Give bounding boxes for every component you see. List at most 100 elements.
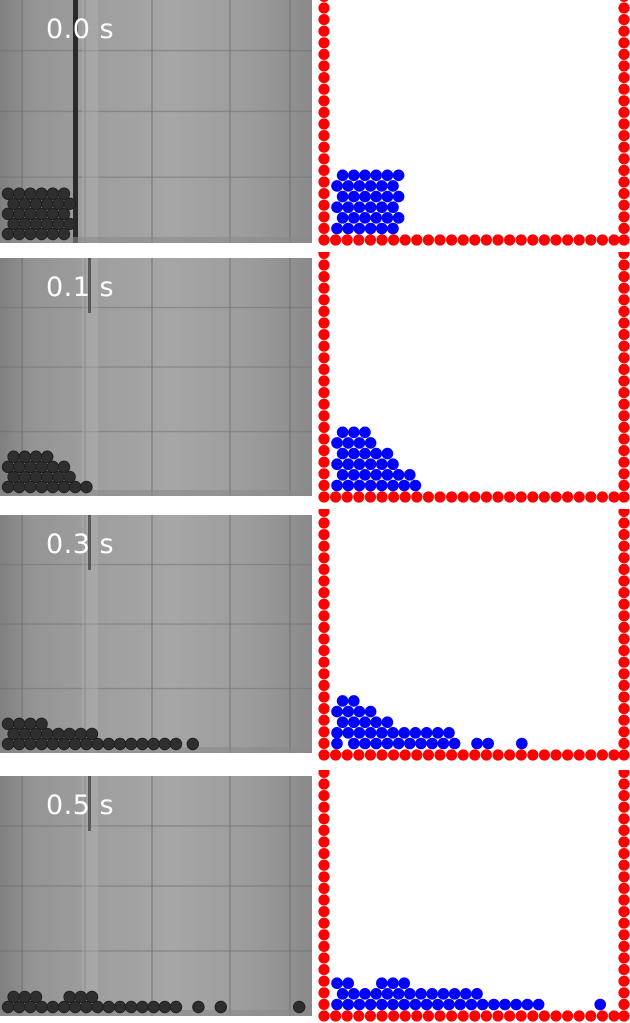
fluid-particle xyxy=(342,437,354,449)
wall-particle xyxy=(411,1010,423,1022)
wall-particle xyxy=(608,234,620,246)
wall-particle xyxy=(618,749,630,761)
wall-particle xyxy=(618,433,630,445)
wall-particle xyxy=(618,479,630,491)
wall-particle xyxy=(318,836,330,848)
wall-particle xyxy=(341,1010,353,1022)
experiment-photo-1: 0.1 s xyxy=(0,258,312,496)
ball xyxy=(46,480,60,494)
fluid-particle xyxy=(376,180,388,192)
time-label-2: 0.3 s xyxy=(46,529,115,560)
fluid-particle xyxy=(392,169,405,182)
ball xyxy=(13,460,26,474)
ball xyxy=(57,227,71,241)
wall-particle xyxy=(318,726,330,738)
fluid-particle xyxy=(471,737,483,750)
gate-plate xyxy=(88,258,91,313)
wall-particle xyxy=(341,234,353,246)
fluid-particle xyxy=(387,727,399,739)
boundary-particles xyxy=(318,0,630,246)
wall-particle xyxy=(550,1010,562,1022)
fluid-particle xyxy=(331,998,343,1011)
gate-streak xyxy=(82,515,98,753)
wall-particle xyxy=(618,691,630,703)
ball xyxy=(18,727,32,741)
wall-particle xyxy=(318,294,330,306)
wall-particle xyxy=(422,749,434,761)
ball xyxy=(1,207,15,221)
fluid-particle xyxy=(370,169,382,182)
wall-particle xyxy=(318,176,330,188)
ball xyxy=(57,460,71,474)
ball xyxy=(1,460,15,474)
ball xyxy=(169,737,183,751)
fluid-particle xyxy=(488,998,500,1011)
wall-particle xyxy=(318,153,330,165)
fluid-particle xyxy=(364,180,377,192)
fluid-particle xyxy=(387,998,399,1011)
ball xyxy=(1,717,15,731)
ball xyxy=(147,737,160,751)
ball xyxy=(214,1000,228,1014)
wall-particle xyxy=(318,141,330,153)
wall-particle xyxy=(318,598,330,610)
wall-particle xyxy=(596,749,608,761)
ball xyxy=(1,227,15,241)
wall-particle xyxy=(504,491,516,503)
wall-particle xyxy=(618,141,630,153)
wall-particle xyxy=(318,130,330,142)
wall-particle xyxy=(618,37,630,49)
wall-particle xyxy=(318,375,330,387)
wall-particle xyxy=(318,517,330,529)
wall-particle xyxy=(618,540,630,552)
fluid-particle xyxy=(331,479,343,492)
wall-particle xyxy=(318,410,330,422)
wall-particle xyxy=(618,25,630,37)
wall-particle xyxy=(492,491,504,503)
fluid-particle xyxy=(348,716,360,729)
wall-particle xyxy=(618,987,630,999)
wall-particle xyxy=(318,72,330,84)
wall-particle xyxy=(318,188,330,200)
wall-particle xyxy=(527,749,539,761)
wall-particle xyxy=(550,234,562,246)
fluid-particle xyxy=(370,988,382,1000)
wall-particle xyxy=(504,749,516,761)
fluid-particle xyxy=(359,469,371,481)
wall-particle xyxy=(318,421,330,433)
fluid-particle xyxy=(336,447,349,460)
wall-particle xyxy=(585,1010,597,1022)
simulation-panel-1 xyxy=(316,252,630,504)
wall-particle xyxy=(318,813,330,825)
wall-particle xyxy=(353,491,365,503)
wall-particle xyxy=(527,491,539,503)
ball xyxy=(41,727,54,741)
ball xyxy=(80,737,93,751)
fluid-particle xyxy=(331,222,343,235)
ball xyxy=(147,1000,160,1014)
fluid-particle xyxy=(426,988,438,1000)
wall-particle xyxy=(341,749,353,761)
fluid-particle xyxy=(415,737,427,750)
ball xyxy=(13,717,26,731)
wall-particle xyxy=(618,153,630,165)
ball xyxy=(13,480,26,494)
wall-particle xyxy=(618,305,630,317)
ball xyxy=(1,1000,15,1014)
wall-particle xyxy=(318,2,330,14)
wall-particle xyxy=(618,917,630,929)
wall-particle xyxy=(318,894,330,906)
wall-particle xyxy=(388,234,400,246)
fluid-particle xyxy=(348,190,360,203)
wall-particle xyxy=(618,106,630,118)
wall-particle xyxy=(319,0,329,2)
wall-particle xyxy=(318,587,330,599)
wall-particle xyxy=(318,317,330,329)
wall-particle xyxy=(515,1010,527,1022)
fluid-particle xyxy=(336,212,349,224)
wall-particle xyxy=(550,491,562,503)
fluid-particle xyxy=(336,426,349,439)
ball xyxy=(63,990,76,1004)
simulation-scene-1 xyxy=(318,252,630,503)
fluid-particle xyxy=(342,180,354,192)
